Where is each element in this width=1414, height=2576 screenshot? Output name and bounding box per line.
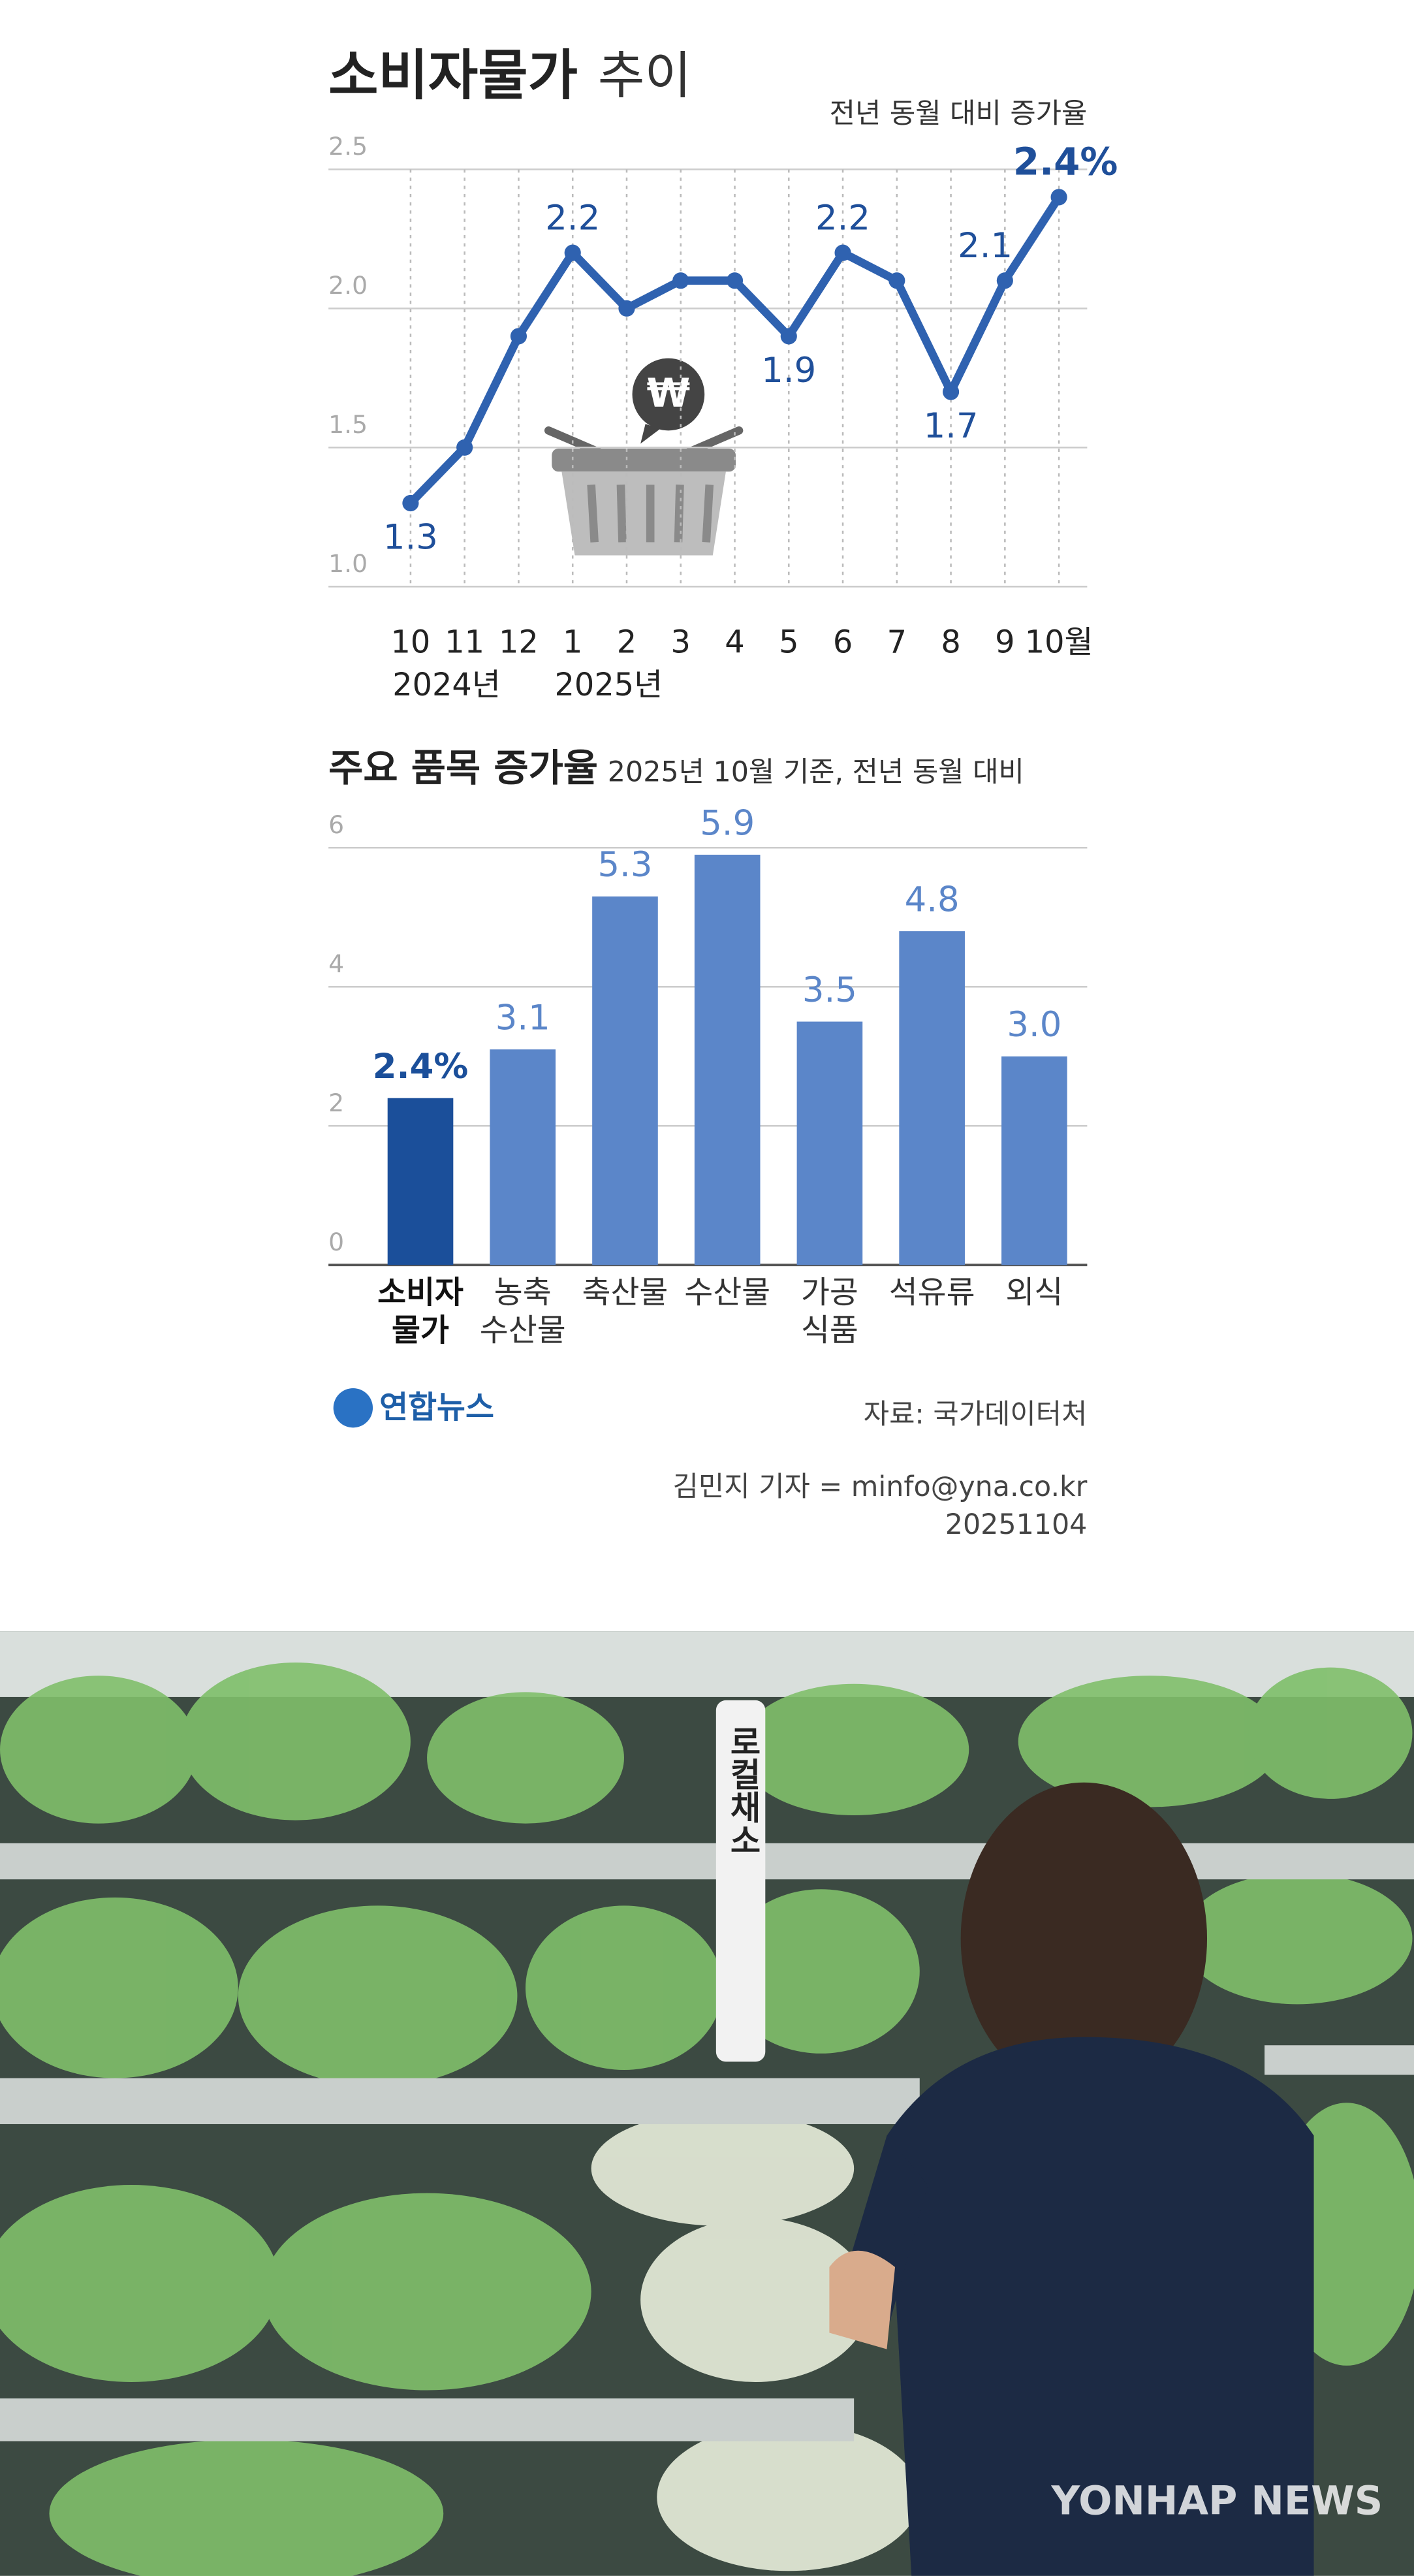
- x-tick-label: 가공: [801, 1275, 858, 1311]
- x-tick-label: 10월: [1025, 624, 1093, 660]
- source: 자료: 국가데이터처: [864, 1398, 1088, 1431]
- x-tick-label: 외식: [1005, 1275, 1063, 1311]
- x-tick-label: 3: [671, 624, 691, 660]
- data-label: 2.1: [958, 226, 1013, 266]
- x-tick-label: 수산물: [480, 1312, 566, 1348]
- point: [888, 272, 905, 289]
- bar: [796, 1021, 863, 1265]
- basket-icon: ₩: [544, 358, 744, 556]
- bar: [490, 1049, 556, 1265]
- x-tick-label: 12: [499, 624, 539, 660]
- point: [402, 494, 419, 512]
- point: [943, 383, 960, 400]
- x-tick-label: 9: [995, 624, 1014, 660]
- y-tick-label: 4: [328, 949, 344, 978]
- data-label: 3.5: [802, 970, 857, 1010]
- x-tick-label: 4: [725, 624, 744, 660]
- point: [456, 439, 473, 456]
- data-label: 3.1: [495, 998, 550, 1038]
- point: [564, 244, 581, 261]
- data-label: 2.4%: [1013, 140, 1118, 184]
- x-tick-label: 10: [391, 624, 431, 660]
- x-tick-label: 7: [887, 624, 907, 660]
- x-tick-label: 수산물: [684, 1275, 770, 1311]
- x-tick-label: 석유류: [889, 1275, 975, 1311]
- x-tick-label: 소비자: [377, 1275, 463, 1311]
- svg-text:₩: ₩: [647, 371, 691, 417]
- x-tick-label: 11: [445, 624, 484, 660]
- watermark: YONHAP NEWS: [1051, 2479, 1383, 2524]
- data-label: 1.3: [383, 517, 438, 557]
- point: [672, 272, 689, 289]
- bar: [694, 854, 761, 1265]
- shelf-sign: 로컬채소: [724, 1725, 762, 1856]
- y-tick-label: 6: [328, 810, 344, 839]
- chart-title: 주요 품목 증가율: [328, 746, 598, 790]
- data-label: 1.7: [924, 406, 979, 446]
- point: [780, 328, 797, 345]
- y-tick-label: 2.5: [328, 132, 368, 161]
- year-label: 2025년: [555, 667, 663, 703]
- x-tick-label: 물가: [392, 1312, 449, 1348]
- point: [996, 272, 1013, 289]
- logo: 연합뉴스: [379, 1390, 494, 1426]
- y-tick-label: 2: [328, 1089, 344, 1117]
- logo-mark: [333, 1388, 373, 1428]
- data-label: 2.2: [545, 198, 600, 238]
- data-label: 2.4%: [373, 1047, 468, 1087]
- x-tick-label: 식품: [801, 1312, 858, 1348]
- data-label: 2.2: [815, 198, 870, 238]
- x-tick-label: 8: [941, 624, 960, 660]
- data-label: 5.9: [700, 803, 755, 843]
- y-tick-label: 1.0: [328, 549, 368, 578]
- data-label: 5.3: [597, 845, 652, 885]
- point: [726, 272, 744, 289]
- date: 20251104: [945, 1508, 1088, 1541]
- y-tick-label: 1.5: [328, 410, 368, 439]
- x-tick-label: 1: [563, 624, 582, 660]
- bar: [387, 1098, 454, 1265]
- chart-subtitle: 2025년 10월 기준, 전년 동월 대비: [608, 756, 1024, 789]
- chart-title-suffix: 추이: [598, 46, 691, 105]
- point: [834, 244, 851, 261]
- x-tick-label: 농축: [494, 1275, 552, 1311]
- y-tick-label: 0: [328, 1228, 344, 1256]
- data-label: 4.8: [905, 880, 960, 919]
- photo: 로컬채소 YONHAP NEWS: [0, 1631, 1414, 2576]
- x-tick-label: 6: [833, 624, 853, 660]
- bar: [899, 931, 965, 1265]
- chart-title: 소비자물가: [328, 44, 578, 107]
- x-tick-label: 2: [617, 624, 636, 660]
- bar: [1001, 1056, 1067, 1265]
- x-tick-label: 축산물: [582, 1275, 668, 1311]
- point: [1050, 189, 1067, 206]
- y-tick-label: 2.0: [328, 271, 368, 300]
- bar: [592, 896, 658, 1265]
- year-label: 2024년: [392, 667, 501, 703]
- data-label: 1.9: [761, 351, 816, 390]
- x-tick-label: 5: [779, 624, 798, 660]
- byline: 김민지 기자 = minfo@yna.co.kr: [673, 1471, 1088, 1503]
- point: [618, 300, 635, 317]
- data-label: 3.0: [1007, 1005, 1061, 1045]
- point: [510, 328, 527, 345]
- unit-note: 전년 동월 대비 증가율: [830, 97, 1088, 130]
